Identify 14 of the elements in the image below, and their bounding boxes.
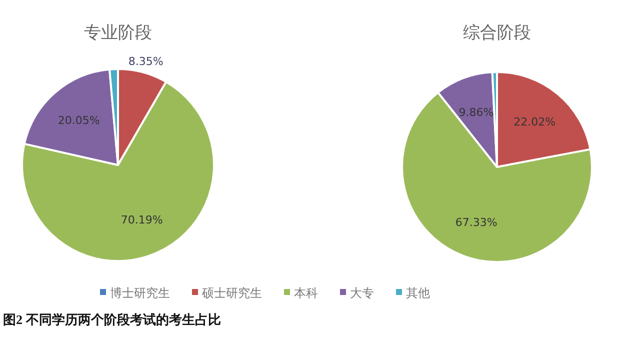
data-label: 22.02% xyxy=(514,116,556,129)
data-label: 8.35% xyxy=(128,55,164,68)
data-label: 67.33% xyxy=(455,216,498,230)
legend-label: 其他 xyxy=(406,286,430,300)
legend-label: 本科 xyxy=(294,286,318,300)
data-label: 9.86% xyxy=(458,106,494,119)
data-label: 70.19% xyxy=(120,214,163,227)
legend-label: 硕士研究生 xyxy=(201,286,262,300)
legend-label: 大专 xyxy=(350,286,374,300)
chart-title: 综合阶段 xyxy=(463,23,531,42)
data-label: 20.05% xyxy=(58,114,100,128)
chart-title: 专业阶段 xyxy=(84,23,152,42)
legend-label: 博士研究生 xyxy=(110,286,170,300)
caption: 图2 不同学历两个阶段考试的考生占比 xyxy=(3,312,221,327)
